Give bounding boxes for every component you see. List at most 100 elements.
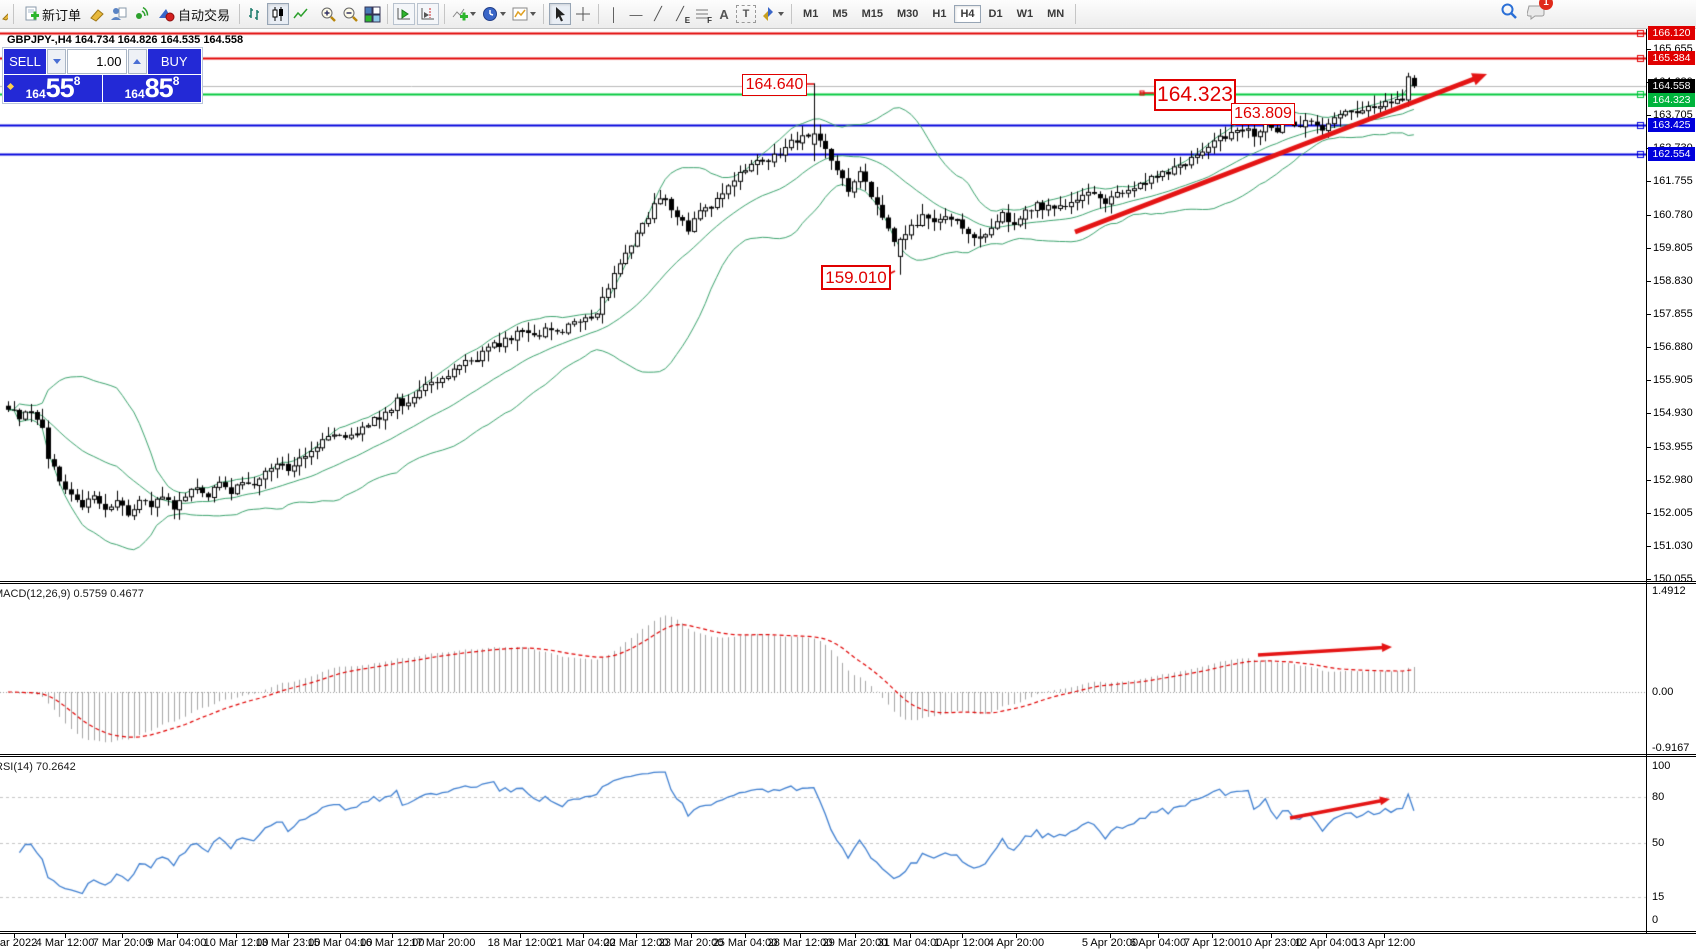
fibonacci-tool-button[interactable]: F — [692, 4, 712, 25]
time-tick — [236, 934, 237, 938]
time-tick — [1110, 934, 1111, 938]
time-tick-label: 12 Apr 04:00 — [1294, 937, 1358, 949]
time-tick — [636, 934, 637, 938]
dropdown-caret-icon — [530, 12, 537, 16]
price-tick-label: 156.880 — [1653, 341, 1693, 354]
window-separator[interactable] — [0, 756, 1696, 757]
price-tick — [1646, 115, 1651, 117]
timeframe-mn-button[interactable]: MN — [1041, 5, 1070, 23]
time-tick-label: 5 Apr 20:00 — [1081, 937, 1139, 949]
volume-decrease-button[interactable] — [47, 49, 66, 74]
macd-panel-canvas[interactable] — [0, 584, 1646, 754]
buy-price-button[interactable]: 164 85 8 — [103, 75, 201, 102]
time-tick — [443, 934, 444, 938]
time-tick-label: 25 Mar 04:00 — [712, 937, 778, 949]
indicators-button[interactable] — [450, 4, 478, 24]
search-icon[interactable] — [1499, 1, 1519, 21]
candlestick-chart-type-icon[interactable] — [267, 3, 290, 25]
horizontal-line-tool-button[interactable]: — — [629, 6, 643, 22]
price-annotation[interactable]: 159.010 — [821, 265, 891, 290]
time-tick — [800, 934, 801, 938]
volume-increase-button[interactable] — [127, 49, 147, 74]
dropdown-caret-icon — [470, 12, 477, 16]
price-tick — [1646, 247, 1651, 249]
menu-diamond-icon — [6, 82, 15, 91]
crosshair-tool-button[interactable] — [573, 4, 593, 24]
vertical-line-tool-button[interactable]: │ — [609, 6, 619, 22]
window-separator[interactable] — [0, 581, 1696, 582]
chart-shift-icon[interactable] — [417, 3, 440, 25]
rsi-panel-canvas[interactable] — [0, 757, 1646, 931]
time-tick-label: 7 Mar 20:00 — [92, 937, 152, 949]
arrows-tool-button[interactable] — [758, 4, 786, 24]
timeframe-m30-button[interactable]: M30 — [891, 5, 924, 23]
notification-badge: 1 — [1539, 0, 1553, 10]
timeframe-m5-button[interactable]: M5 — [826, 5, 853, 23]
time-tick — [583, 934, 584, 938]
clipped-toolbar-icon[interactable] — [1, 4, 8, 24]
time-tick-label: 17 Mar 20:00 — [410, 937, 476, 949]
timeframe-w1-button[interactable]: W1 — [1011, 5, 1040, 23]
zoom-in-icon[interactable] — [318, 4, 338, 24]
auto-scroll-icon[interactable] — [393, 3, 416, 25]
rsi-indicator-label: RSI(14) 70.2642 — [0, 761, 76, 773]
time-tick — [1326, 934, 1327, 938]
timeframe-h1-button[interactable]: H1 — [926, 5, 952, 23]
main-chart-canvas[interactable] — [0, 29, 1646, 581]
strategy-tester-icon[interactable] — [109, 4, 129, 24]
time-tick-label: 13 Apr 12:00 — [1352, 937, 1416, 949]
price-level-badge: 162.554 — [1648, 147, 1695, 162]
price-tick — [1646, 546, 1651, 548]
price-level-badge: 164.323 — [1648, 93, 1695, 108]
buy-price-prefix: 164 — [124, 87, 145, 101]
tile-windows-icon[interactable] — [362, 4, 382, 24]
text-tool-button[interactable]: A — [719, 6, 729, 22]
window-separator[interactable] — [0, 754, 1696, 755]
notifications-icon[interactable]: 1 — [1526, 0, 1553, 21]
cursor-tool-button[interactable] — [549, 3, 572, 25]
price-annotation[interactable]: 163.809 — [1231, 103, 1295, 125]
price-tick — [1646, 314, 1651, 315]
signals-icon[interactable] — [131, 4, 151, 24]
price-annotation[interactable]: 164.640 — [742, 74, 807, 96]
up-arrow-icon — [133, 59, 141, 64]
price-tick — [1646, 48, 1651, 50]
time-axis-line — [0, 933, 1696, 934]
trendline-tool-button[interactable]: ╱ — [654, 6, 662, 21]
toolbar-separator — [1075, 4, 1077, 24]
timeframe-m1-button[interactable]: M1 — [797, 5, 824, 23]
sell-button[interactable]: SELL — [4, 49, 46, 74]
buy-button[interactable]: BUY — [147, 49, 201, 74]
timeframe-d1-button[interactable]: D1 — [983, 5, 1009, 23]
templates-button[interactable] — [510, 4, 538, 24]
periods-button[interactable] — [480, 4, 508, 24]
time-tick — [1384, 934, 1385, 938]
time-tick-label: 4 Mar 12:00 — [35, 937, 95, 949]
price-tick — [1646, 479, 1651, 481]
time-tick-label: 6 Apr 04:00 — [1129, 937, 1187, 949]
sell-price-button[interactable]: 164 55 8 — [4, 75, 102, 102]
new-order-button[interactable]: 新订单 — [18, 3, 86, 26]
macd-axis-label: 1.4912 — [1652, 585, 1686, 597]
toolbar-separator — [387, 4, 389, 24]
equidistant-channel-tool-button[interactable]: ╱ E — [670, 4, 690, 25]
window-separator[interactable] — [0, 583, 1696, 584]
zoom-out-icon[interactable] — [340, 4, 360, 24]
timeframe-h4-button[interactable]: H4 — [954, 5, 981, 23]
bar-chart-type-icon[interactable] — [245, 4, 265, 24]
line-chart-type-icon[interactable] — [291, 4, 311, 24]
chart-profile-icon[interactable] — [87, 4, 107, 24]
price-annotation[interactable]: 164.323 — [1154, 79, 1236, 111]
text-label-tool-button[interactable]: T — [736, 5, 757, 23]
volume-input[interactable]: 1.00 — [67, 49, 127, 74]
rsi-axis-label: 50 — [1652, 837, 1665, 849]
new-order-label: 新订单 — [42, 7, 82, 23]
timeframe-m15-button[interactable]: M15 — [856, 5, 889, 23]
time-tick — [1016, 934, 1017, 938]
price-tick — [1646, 214, 1651, 216]
price-axis-line — [1646, 29, 1647, 934]
autotrading-button[interactable]: 自动交易 — [152, 3, 235, 26]
time-tick — [962, 934, 963, 938]
time-tick — [691, 934, 692, 938]
